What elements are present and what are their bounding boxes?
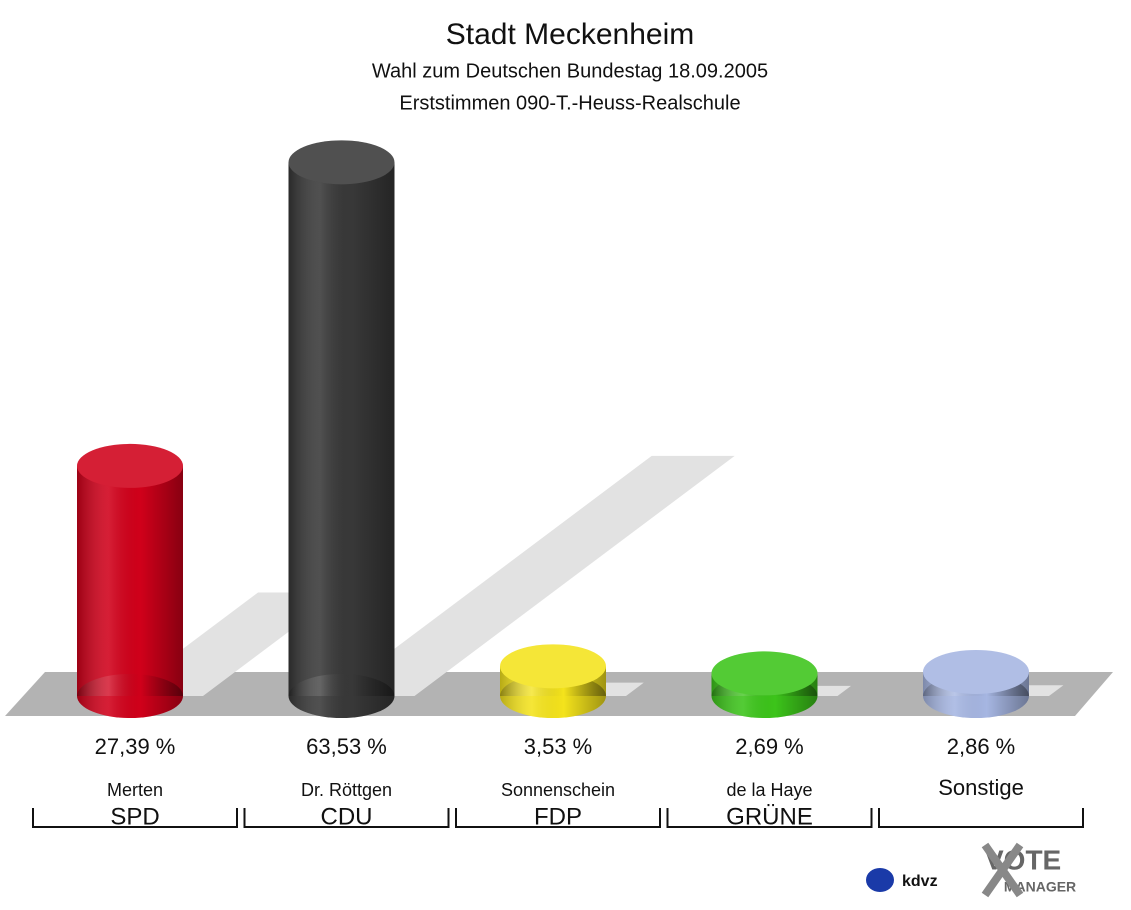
chart-subtitle: Erststimmen 090-T.-Heuss-Realschule — [399, 92, 740, 114]
bar-shade — [77, 465, 183, 696]
value-label: 2,86 % — [947, 734, 1016, 759]
bar-top — [288, 140, 395, 185]
party-label: SPD — [110, 803, 159, 830]
bar — [711, 651, 818, 718]
bar-top — [500, 644, 606, 689]
value-label: 2,69 % — [735, 734, 804, 759]
candidate-label: Sonnenschein — [501, 780, 615, 800]
bar-bottom-shade — [77, 674, 183, 718]
bracket — [666, 808, 873, 828]
bar — [923, 649, 1029, 718]
logo: kdvz VOTE MANAGER — [866, 842, 1076, 898]
bar-bottom-shade — [288, 674, 395, 718]
bar — [500, 644, 606, 718]
bar-top — [711, 651, 818, 696]
bracket — [455, 808, 661, 828]
bracket — [878, 808, 1084, 828]
bar — [77, 443, 183, 718]
chart-subtitle: Wahl zum Deutschen Bundestag 18.09.2005 — [372, 60, 768, 82]
candidate-label: Sonstige — [938, 775, 1024, 800]
party-label: FDP — [534, 803, 582, 830]
party-label: CDU — [321, 803, 373, 830]
candidate-label: Dr. Röttgen — [301, 780, 392, 800]
bar-top-light — [77, 443, 183, 488]
bracket — [32, 808, 238, 828]
bar-shade — [288, 162, 395, 696]
bar-top — [77, 443, 183, 488]
bar-top-light — [923, 649, 1029, 694]
logo-cross — [981, 842, 1024, 898]
bar-top-light — [500, 644, 606, 689]
logo-text: MANAGER — [1004, 879, 1076, 895]
bar-top — [923, 649, 1029, 694]
bar-top-light — [288, 140, 395, 185]
bar-shadow — [331, 455, 735, 696]
value-label: 27,39 % — [95, 734, 176, 759]
candidate-label: Merten — [107, 780, 163, 800]
value-label: 3,53 % — [524, 734, 593, 759]
logo-text: kdvz — [902, 873, 938, 890]
candidate-label: de la Haye — [726, 780, 812, 800]
value-label: 63,53 % — [306, 734, 387, 759]
party-label: GRÜNE — [726, 803, 813, 830]
logo-ball — [866, 868, 894, 892]
bar — [288, 140, 395, 718]
chart-title: Stadt Meckenheim — [446, 18, 694, 51]
bar-top-light — [711, 651, 818, 696]
bracket — [243, 808, 450, 828]
